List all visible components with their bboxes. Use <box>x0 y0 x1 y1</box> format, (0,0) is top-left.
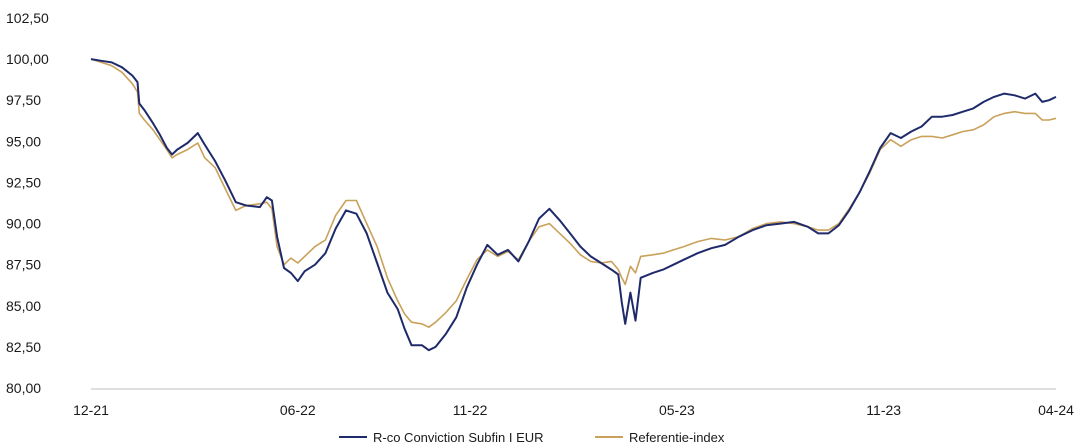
x-tick-label: 11-23 <box>866 402 901 418</box>
x-tick-label: 12-21 <box>73 402 109 418</box>
y-axis-ticks: 80,00 82,50 85,00 87,50 90,00 92,50 95,00 97,50… <box>6 10 49 396</box>
y-tick-label: 80,00 <box>6 380 41 396</box>
x-tick-label: 06-22 <box>280 402 316 418</box>
x-axis-ticks: 12-21 06-22 11-22 05-23 11-23 04-24 <box>73 402 1074 418</box>
y-tick-label: 92,50 <box>6 174 41 190</box>
y-tick-label: 90,00 <box>6 216 41 232</box>
legend: R-co Conviction Subfin I EUR Referentie-i… <box>339 430 725 445</box>
series-line-reference <box>90 58 1057 328</box>
legend-label: Referentie-index <box>629 430 725 445</box>
y-tick-label: 100,00 <box>6 51 49 67</box>
legend-label: R-co Conviction Subfin I EUR <box>373 430 544 445</box>
y-tick-label: 87,50 <box>6 257 41 273</box>
y-tick-label: 97,50 <box>6 92 41 108</box>
x-tick-label: 05-23 <box>659 402 695 418</box>
y-tick-label: 95,00 <box>6 133 41 149</box>
x-tick-label: 11-22 <box>453 402 488 418</box>
y-tick-label: 82,50 <box>6 339 41 355</box>
series-line-fund <box>90 58 1057 352</box>
series-lines <box>90 58 1057 352</box>
x-tick-label: 04-24 <box>1038 402 1074 418</box>
y-tick-label: 102,50 <box>6 10 49 26</box>
y-tick-label: 85,00 <box>6 298 41 314</box>
